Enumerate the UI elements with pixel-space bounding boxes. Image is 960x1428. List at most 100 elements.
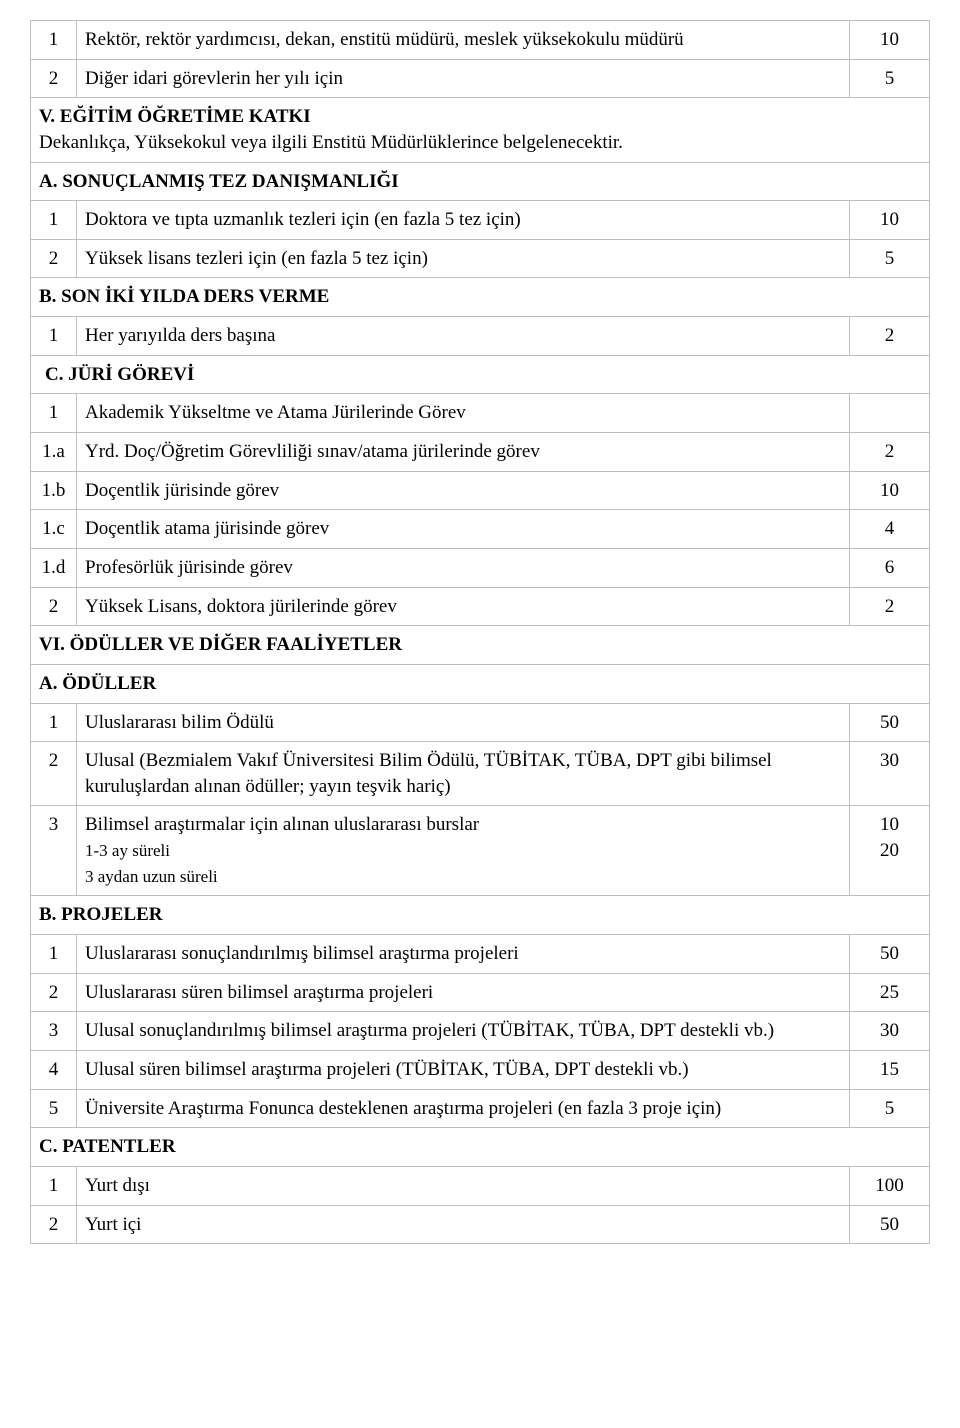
table-row: 1 Yurt dışı 100 — [31, 1166, 930, 1205]
row-points: 10 — [850, 21, 930, 60]
row-num: 1.d — [31, 548, 77, 587]
section-header: C. PATENTLER — [31, 1128, 930, 1167]
row-points: 50 — [850, 703, 930, 742]
table-row: 1.b Doçentlik jürisinde görev 10 — [31, 471, 930, 510]
table-row: 2 Yurt içi 50 — [31, 1205, 930, 1244]
row-num: 1.b — [31, 471, 77, 510]
row-text: Her yarıyılda ders başına — [77, 317, 850, 356]
row-num: 2 — [31, 59, 77, 98]
table-row: 2 Yüksek Lisans, doktora jürilerinde gör… — [31, 587, 930, 626]
row-num: 1 — [31, 394, 77, 433]
row-text: Ulusal süren bilimsel araştırma projeler… — [77, 1050, 850, 1089]
row-points: 2 — [850, 587, 930, 626]
table-row: 1.c Doçentlik atama jürisinde görev 4 — [31, 510, 930, 549]
table-row: 3 Ulusal sonuçlandırılmış bilimsel araşt… — [31, 1012, 930, 1051]
row-text: Doçentlik atama jürisinde görev — [77, 510, 850, 549]
table-row: 2 Yüksek lisans tezleri için (en fazla 5… — [31, 239, 930, 278]
row-points — [850, 394, 930, 433]
section-title: A. SONUÇLANMIŞ TEZ DANIŞMANLIĞI — [31, 162, 930, 201]
row-text: Yüksek lisans tezleri için (en fazla 5 t… — [77, 239, 850, 278]
table-row: 1 Rektör, rektör yardımcısı, dekan, enst… — [31, 21, 930, 60]
row-text: Doçentlik jürisinde görev — [77, 471, 850, 510]
row-text: Uluslararası bilim Ödülü — [77, 703, 850, 742]
row-num: 2 — [31, 973, 77, 1012]
row-num: 1.a — [31, 433, 77, 472]
row-points: 50 — [850, 1205, 930, 1244]
row-num: 5 — [31, 1089, 77, 1128]
row-text: Uluslararası süren bilimsel araştırma pr… — [77, 973, 850, 1012]
table-row: 3 Bilimsel araştırmalar için alınan ulus… — [31, 806, 930, 896]
row-num: 2 — [31, 1205, 77, 1244]
section-header: B. PROJELER — [31, 896, 930, 935]
section-header: C. JÜRİ GÖREVİ — [31, 355, 930, 394]
section-header: A. ÖDÜLLER — [31, 664, 930, 703]
table-row: 5 Üniversite Araştırma Fonunca desteklen… — [31, 1089, 930, 1128]
row-text: Doktora ve tıpta uzmanlık tezleri için (… — [77, 201, 850, 240]
row-points: 30 — [850, 742, 930, 806]
table-row: 1 Doktora ve tıpta uzmanlık tezleri için… — [31, 201, 930, 240]
row-num: 3 — [31, 806, 77, 896]
table-row: 1 Uluslararası sonuçlandırılmış bilimsel… — [31, 935, 930, 974]
row-points: 25 — [850, 973, 930, 1012]
row-points: 15 — [850, 1050, 930, 1089]
row-points: 10 20 — [850, 806, 930, 896]
table-row: 1 Akademik Yükseltme ve Atama Jürilerind… — [31, 394, 930, 433]
table-row: 1 Her yarıyılda ders başına 2 — [31, 317, 930, 356]
section-title: B. PROJELER — [31, 896, 930, 935]
row-points: 2 — [850, 433, 930, 472]
row-points: 5 — [850, 239, 930, 278]
row-points: 50 — [850, 935, 930, 974]
section-title: C. JÜRİ GÖREVİ — [31, 355, 930, 394]
row-text: Yüksek Lisans, doktora jürilerinde görev — [77, 587, 850, 626]
row-num: 1 — [31, 201, 77, 240]
section-header: VI. ÖDÜLLER VE DİĞER FAALİYETLER — [31, 626, 930, 665]
section-title: A. ÖDÜLLER — [31, 664, 930, 703]
table-row: 1.a Yrd. Doç/Öğretim Görevliliği sınav/a… — [31, 433, 930, 472]
section-header: V. EĞİTİM ÖĞRETİME KATKI Dekanlıkça, Yük… — [31, 98, 930, 162]
row-points: 10 — [850, 201, 930, 240]
row-points: 2 — [850, 317, 930, 356]
row-points: 5 — [850, 1089, 930, 1128]
row-num: 1 — [31, 935, 77, 974]
row-points: 30 — [850, 1012, 930, 1051]
criteria-table: 1 Rektör, rektör yardımcısı, dekan, enst… — [30, 20, 930, 1244]
row-points: 4 — [850, 510, 930, 549]
row-num: 2 — [31, 239, 77, 278]
section-subtitle: Dekanlıkça, Yüksekokul veya ilgili Ensti… — [39, 132, 623, 153]
row-text: Ulusal sonuçlandırılmış bilimsel araştır… — [77, 1012, 850, 1051]
table-row: 2 Diğer idari görevlerin her yılı için 5 — [31, 59, 930, 98]
row-text: Ulusal (Bezmialem Vakıf Üniversitesi Bil… — [77, 742, 850, 806]
row-text: Yrd. Doç/Öğretim Görevliliği sınav/atama… — [77, 433, 850, 472]
table-row: 2 Uluslararası süren bilimsel araştırma … — [31, 973, 930, 1012]
section-header: B. SON İKİ YILDA DERS VERME — [31, 278, 930, 317]
row-text: Uluslararası sonuçlandırılmış bilimsel a… — [77, 935, 850, 974]
section-title: C. PATENTLER — [31, 1128, 930, 1167]
row-num: 2 — [31, 742, 77, 806]
row-num: 1 — [31, 317, 77, 356]
section-title: VI. ÖDÜLLER VE DİĞER FAALİYETLER — [31, 626, 930, 665]
row-num: 2 — [31, 587, 77, 626]
row-num: 1 — [31, 21, 77, 60]
row-text: Üniversite Araştırma Fonunca desteklenen… — [77, 1089, 850, 1128]
row-points: 100 — [850, 1166, 930, 1205]
section-header: A. SONUÇLANMIŞ TEZ DANIŞMANLIĞI — [31, 162, 930, 201]
row-points: 10 — [850, 471, 930, 510]
section-title: B. SON İKİ YILDA DERS VERME — [31, 278, 930, 317]
table-row: 2 Ulusal (Bezmialem Vakıf Üniversitesi B… — [31, 742, 930, 806]
row-text: Bilimsel araştırmalar için alınan ulusla… — [77, 806, 850, 896]
row-text: Yurt içi — [77, 1205, 850, 1244]
table-row: 1.d Profesörlük jürisinde görev 6 — [31, 548, 930, 587]
row-text: Akademik Yükseltme ve Atama Jürilerinde … — [77, 394, 850, 433]
row-text: Yurt dışı — [77, 1166, 850, 1205]
row-num: 1.c — [31, 510, 77, 549]
row-text: Diğer idari görevlerin her yılı için — [77, 59, 850, 98]
table-row: 4 Ulusal süren bilimsel araştırma projel… — [31, 1050, 930, 1089]
section-title: V. EĞİTİM ÖĞRETİME KATKI — [39, 106, 311, 127]
row-points: 6 — [850, 548, 930, 587]
row-num: 3 — [31, 1012, 77, 1051]
row-text: Profesörlük jürisinde görev — [77, 548, 850, 587]
row-num: 1 — [31, 703, 77, 742]
row-num: 1 — [31, 1166, 77, 1205]
row-text: Rektör, rektör yardımcısı, dekan, enstit… — [77, 21, 850, 60]
row-points: 5 — [850, 59, 930, 98]
